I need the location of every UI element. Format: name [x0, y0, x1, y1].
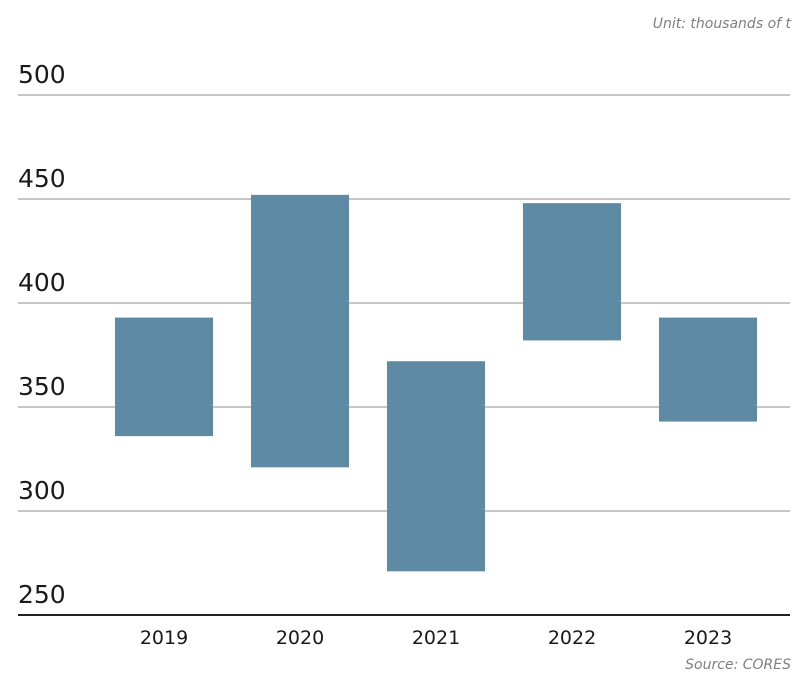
y-tick-label: 450: [18, 164, 66, 193]
bar-2023: [659, 317, 757, 422]
source-note: Source: CORES: [685, 657, 791, 673]
bar-2019: [115, 317, 213, 437]
bar-2020: [251, 194, 349, 468]
y-tick-label: 500: [18, 60, 66, 89]
x-tick-label: 2020: [276, 627, 324, 649]
bar-2021: [387, 361, 485, 572]
bars: [115, 194, 757, 572]
y-tick-label: 300: [18, 476, 66, 505]
x-tick-label: 2023: [684, 627, 732, 649]
x-axis-ticks: 2019 2020 2021 2022 2023: [140, 627, 732, 649]
x-tick-label: 2021: [412, 627, 460, 649]
x-tick-label: 2022: [548, 627, 596, 649]
y-tick-label: 400: [18, 268, 66, 297]
unit-note: Unit: thousands of t: [652, 16, 791, 32]
bar-2022: [523, 203, 621, 341]
x-tick-label: 2019: [140, 627, 188, 649]
y-tick-label: 250: [18, 580, 66, 609]
y-axis-ticks: 250 300 350 400 450 500: [18, 60, 66, 609]
y-tick-label: 350: [18, 372, 66, 401]
